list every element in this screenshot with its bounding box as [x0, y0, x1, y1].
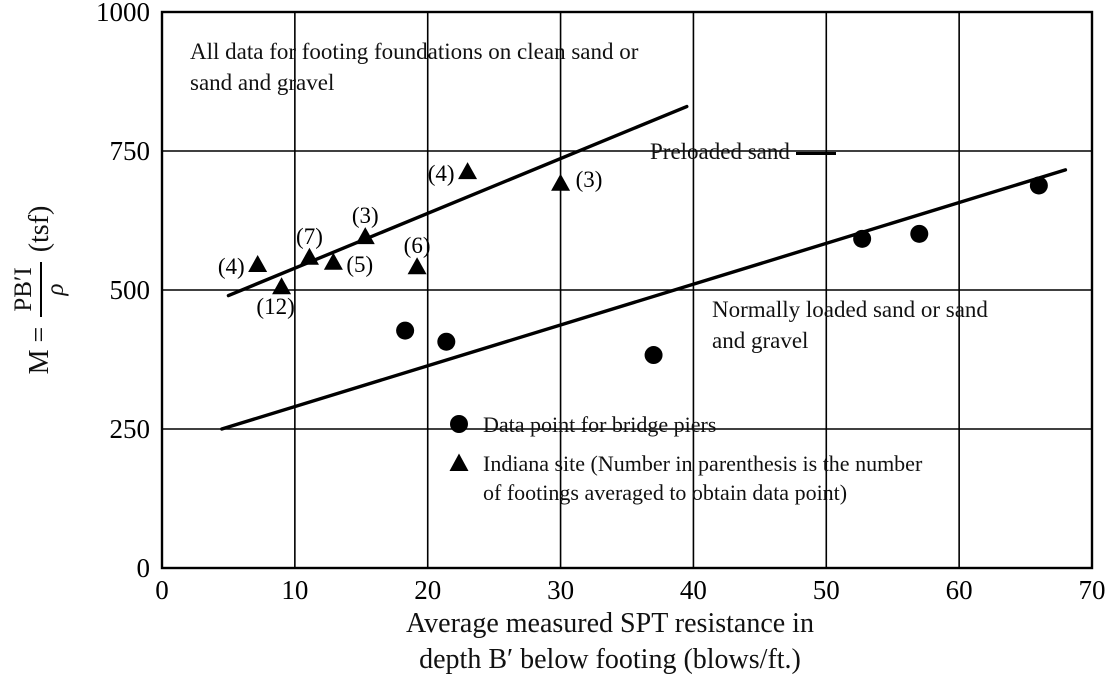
- bridge-pier-point: [437, 332, 456, 351]
- legend-circle-label: Data point for bridge piers: [483, 412, 717, 437]
- annotation-top-note: All data for footing foundations on clea…: [190, 36, 638, 98]
- y-tick-label: 1000: [96, 0, 150, 27]
- trend-line: [220, 168, 1068, 431]
- legend-circle-icon: [450, 415, 468, 433]
- indiana-site-point: [272, 277, 292, 295]
- point-count-label: (5): [346, 252, 373, 277]
- legend: Data point for bridge piers Indiana site…: [448, 410, 1038, 517]
- indiana-site-point: [355, 227, 375, 245]
- annotation-normally-loaded: Normally loaded sand or sand and gravel: [712, 294, 988, 356]
- indiana-site-point: [407, 257, 427, 275]
- y-axis-fraction-numerator: PB′I: [10, 262, 42, 317]
- normally-loaded-label-line1: Normally loaded sand or sand: [712, 297, 988, 322]
- indiana-site-point: [248, 254, 268, 272]
- x-tick-label: 60: [946, 575, 973, 605]
- point-count-label: (7): [296, 224, 323, 249]
- legend-row-indiana-site: Indiana site (Number in parenthesis is t…: [448, 449, 1038, 507]
- bridge-pier-point: [853, 229, 872, 248]
- legend-triangle-label: Indiana site (Number in parenthesis is t…: [483, 449, 922, 507]
- bridge-pier-point: [1029, 176, 1048, 195]
- preloaded-leader-line: [795, 152, 836, 156]
- annotation-top-note-line1: All data for footing foundations on clea…: [190, 39, 639, 64]
- x-tick-label: 0: [155, 575, 169, 605]
- legend-triangle-label-line1: Indiana site (Number in parenthesis is t…: [483, 451, 923, 477]
- legend-triangle-label-line2: of footings averaged to obtain data poin…: [483, 480, 848, 506]
- x-tick-label: 40: [680, 575, 707, 605]
- x-tick-label: 20: [414, 575, 441, 605]
- bridge-pier-point: [396, 321, 415, 340]
- indiana-site-point: [299, 247, 319, 265]
- y-tick-label: 250: [110, 414, 151, 444]
- y-axis-fraction-denominator: ρ: [41, 283, 69, 296]
- y-tick-label: 750: [110, 136, 151, 166]
- trend-line: [226, 104, 689, 298]
- x-axis-title-line2: depth B′ below footing (blows/ft.): [419, 644, 801, 676]
- x-tick-label: 30: [547, 575, 574, 605]
- point-count-label: (3): [576, 167, 603, 192]
- annotation-preloaded-sand: Preloaded sand: [650, 139, 836, 165]
- indiana-site-point: [551, 173, 571, 191]
- normally-loaded-label-line2: and gravel: [712, 328, 809, 354]
- indiana-site-point: [323, 252, 343, 270]
- y-axis-title-prefix: M =: [24, 326, 55, 375]
- y-tick-label: 500: [110, 275, 151, 305]
- indiana-site-point: [458, 162, 478, 180]
- x-tick-label: 70: [1079, 575, 1106, 605]
- y-axis-fraction: PB′I ρ: [10, 262, 69, 317]
- legend-row-bridge-piers: Data point for bridge piers: [448, 410, 1038, 439]
- bridge-pier-point: [644, 346, 663, 365]
- y-tick-label: 0: [137, 553, 151, 583]
- annotation-top-note-line2: sand and gravel: [190, 70, 335, 96]
- bridge-pier-point: [910, 224, 929, 243]
- x-axis-title: Average measured SPT resistance in depth…: [170, 606, 1050, 679]
- x-axis-title-line1: Average measured SPT resistance in: [406, 608, 814, 639]
- x-tick-label: 10: [281, 575, 308, 605]
- point-count-label: (4): [218, 254, 245, 279]
- preloaded-sand-label: Preloaded sand: [650, 139, 790, 164]
- legend-triangle-icon: [449, 453, 469, 472]
- point-count-label: (12): [256, 294, 294, 319]
- point-count-label: (6): [404, 233, 431, 258]
- point-count-label: (3): [352, 203, 379, 228]
- y-axis-title-suffix: (tsf): [24, 205, 55, 253]
- point-count-label: (4): [428, 161, 455, 186]
- x-tick-label: 50: [813, 575, 840, 605]
- plot-frame: [160, 10, 1094, 570]
- y-axis-title: M = PB′I ρ (tsf): [8, 150, 72, 430]
